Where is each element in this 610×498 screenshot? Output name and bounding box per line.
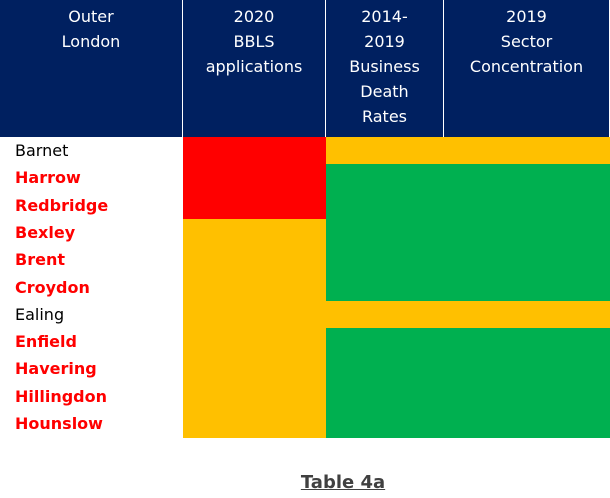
rating-cell bbox=[326, 273, 444, 302]
rating-cell bbox=[183, 218, 326, 247]
rating-cell bbox=[183, 273, 326, 302]
rating-cell bbox=[183, 137, 326, 165]
row-name: Redbridge bbox=[15, 195, 109, 215]
header-cell: 2014- 2019 Business Death Rates bbox=[326, 0, 444, 137]
rating-cell bbox=[326, 328, 444, 356]
row-name: Ealing bbox=[15, 304, 65, 324]
rating-cell bbox=[326, 300, 444, 329]
row-name: Enfield bbox=[15, 332, 77, 352]
row-name: Croydon bbox=[15, 277, 90, 297]
table: Outer London 2020 BBLS applications 2014- … bbox=[0, 0, 610, 438]
rating-cell bbox=[444, 410, 610, 438]
header-cell: 2020 BBLS applications bbox=[183, 0, 326, 137]
header-cell: 2019 Sector Concentration bbox=[444, 0, 610, 137]
rating-cell bbox=[183, 191, 326, 220]
rating-cell bbox=[183, 328, 326, 356]
table-caption: Table 4a bbox=[300, 472, 386, 493]
row-name: Bexley bbox=[15, 222, 76, 242]
rating-cell bbox=[183, 300, 326, 329]
rating-cell bbox=[444, 191, 610, 220]
row-name: Hillingdon bbox=[15, 386, 108, 406]
rating-cell bbox=[183, 355, 326, 384]
rating-cell bbox=[444, 218, 610, 247]
rating-cell bbox=[444, 382, 610, 411]
row-name: Havering bbox=[15, 359, 97, 379]
rating-cell bbox=[444, 328, 610, 356]
rating-cell bbox=[326, 191, 444, 220]
rating-cell bbox=[326, 355, 444, 384]
rating-cell bbox=[183, 410, 326, 438]
rating-cell bbox=[183, 164, 326, 193]
rating-cell bbox=[444, 273, 610, 302]
rating-cell bbox=[183, 246, 326, 274]
rating-cell bbox=[444, 246, 610, 274]
row-name: Barnet bbox=[15, 141, 69, 160]
row-name: Hounslow bbox=[15, 414, 103, 433]
header-cell: Outer London bbox=[0, 0, 183, 137]
rating-cell bbox=[326, 382, 444, 411]
rating-cell bbox=[183, 382, 326, 411]
rating-cell bbox=[444, 355, 610, 384]
rating-cell bbox=[326, 218, 444, 247]
row-name: Brent bbox=[15, 250, 65, 270]
rating-cell bbox=[326, 164, 444, 193]
rating-cell bbox=[444, 137, 610, 165]
rating-cell bbox=[326, 246, 444, 274]
rating-cell bbox=[444, 164, 610, 193]
rating-cell bbox=[326, 137, 444, 165]
row-name: Harrow bbox=[15, 168, 81, 188]
rating-cell bbox=[326, 410, 444, 438]
rating-cell bbox=[444, 300, 610, 329]
